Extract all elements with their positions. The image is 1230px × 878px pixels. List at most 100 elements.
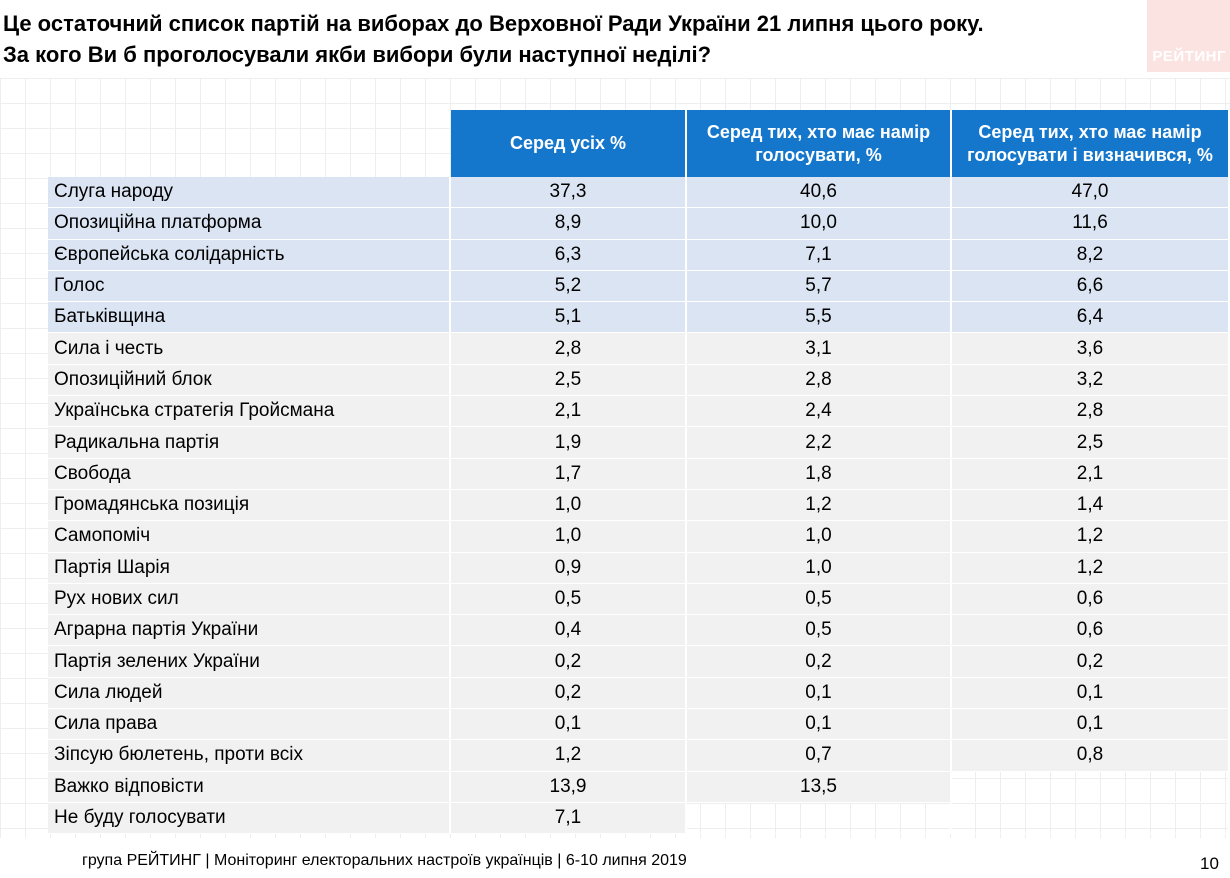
value-cell: 0,1 [687,677,952,710]
value-cell: 13,9 [451,771,687,803]
value-cell: 8,2 [952,239,1230,271]
value-cell: 0,7 [687,740,952,772]
value-cell: 6,6 [952,270,1230,303]
value-cell: 1,0 [451,489,687,522]
table-row: Самопоміч 1,0 1,0 1,2 [48,521,1230,553]
party-name: Аграрна партія України [48,615,451,647]
party-name: Батьківщина [48,302,451,334]
footer-text: група РЕЙТИНГ | Моніторинг електоральних… [82,852,687,869]
value-cell: 2,5 [451,364,687,397]
rating-logo: РЕЙТИНГ [1147,0,1230,72]
value-cell: 2,1 [952,458,1230,490]
value-cell: 2,5 [952,427,1230,459]
slide-title: Це остаточний список партій на виборах д… [3,8,1133,70]
value-cell: 37,3 [451,177,687,209]
value-cell: 1,2 [952,521,1230,553]
value-cell: 40,6 [687,177,952,209]
header-intend-to-vote: Серед тих, хто має намір голосувати, % [687,110,952,177]
value-cell: 2,8 [687,364,952,397]
header-all: Серед усіх % [451,110,687,177]
empty-cell [687,802,952,835]
party-name: Партія зелених України [48,646,451,678]
party-name: Українська стратегія Гройсмана [48,396,451,428]
party-name: Громадянська позиція [48,489,451,522]
party-name: Важко відповісти [48,771,451,803]
value-cell: 0,4 [451,615,687,647]
value-cell: 1,9 [451,427,687,459]
table-row: Сила і честь 2,8 3,1 3,6 [48,333,1230,365]
party-name: Радикальна партія [48,427,451,459]
party-name: Партія Шарія [48,552,451,584]
page-number: 10 [1200,854,1219,873]
value-cell: 5,7 [687,270,952,303]
table-row: Слуга народу 37,3 40,6 47,0 [48,177,1230,209]
value-cell: 1,2 [687,489,952,522]
header-empty-cell [48,110,451,177]
table-body: Слуга народу 37,3 40,6 47,0 Опозиційна платф… [48,177,1230,835]
party-name: Сила і честь [48,333,451,365]
value-cell: 5,1 [451,302,687,334]
value-cell: 0,9 [451,552,687,584]
table-row: Європейська солідарність 6,3 7,1 8,2 [48,239,1230,271]
value-cell: 0,2 [451,677,687,710]
value-cell: 7,1 [687,239,952,271]
value-cell: 1,0 [451,521,687,553]
value-cell: 2,8 [952,396,1230,428]
table-row: Опозиційний блок 2,5 2,8 3,2 [48,364,1230,397]
header-decided: Серед тих, хто має намір голосувати і ви… [952,110,1230,177]
value-cell: 0,5 [687,615,952,647]
table-row: Голос 5,2 5,7 6,6 [48,270,1230,303]
party-name: Не буду голосувати [48,802,451,835]
table-row: Свобода 1,7 1,8 2,1 [48,458,1230,490]
value-cell: 0,5 [687,583,952,616]
value-cell: 3,1 [687,333,952,365]
table-row: Українська стратегія Гройсмана 2,1 2,4 2,8 [48,396,1230,428]
value-cell: 0,1 [451,709,687,741]
value-cell: 10,0 [687,208,952,240]
party-name: Сила людей [48,677,451,710]
party-name: Рух нових сил [48,583,451,616]
table-row: Батьківщина 5,1 5,5 6,4 [48,302,1230,334]
party-name: Європейська солідарність [48,239,451,271]
value-cell: 5,5 [687,302,952,334]
table-row: Аграрна партія України 0,4 0,5 0,6 [48,615,1230,647]
party-name: Опозиційний блок [48,364,451,397]
value-cell: 1,8 [687,458,952,490]
value-cell: 8,9 [451,208,687,240]
value-cell: 0,6 [952,615,1230,647]
value-cell: 0,2 [451,646,687,678]
empty-cell [952,802,1230,835]
value-cell: 1,0 [687,521,952,553]
table-row: Сила людей 0,2 0,1 0,1 [48,677,1230,710]
value-cell: 0,1 [687,709,952,741]
table-row: Партія Шарія 0,9 1,0 1,2 [48,552,1230,584]
value-cell: 0,8 [952,740,1230,772]
value-cell: 2,1 [451,396,687,428]
value-cell: 1,0 [687,552,952,584]
party-name: Сила права [48,709,451,741]
value-cell: 47,0 [952,177,1230,209]
title-line-1: Це остаточний список партій на виборах д… [3,11,984,36]
value-cell: 3,2 [952,364,1230,397]
value-cell: 3,6 [952,333,1230,365]
results-table: Серед усіх % Серед тих, хто має намір го… [48,110,1230,835]
value-cell: 7,1 [451,802,687,835]
title-line-2: За кого Ви б проголосували якби вибори б… [3,42,712,67]
value-cell: 5,2 [451,270,687,303]
party-name: Свобода [48,458,451,490]
value-cell: 6,3 [451,239,687,271]
value-cell: 1,2 [952,552,1230,584]
table-header-row: Серед усіх % Серед тих, хто має намір го… [48,110,1230,177]
table-row: Не буду голосувати 7,1 [48,802,1230,835]
table-row: Партія зелених України 0,2 0,2 0,2 [48,646,1230,678]
table-row: Опозиційна платформа 8,9 10,0 11,6 [48,208,1230,240]
table-row: Рух нових сил 0,5 0,5 0,6 [48,583,1230,616]
value-cell: 0,5 [451,583,687,616]
value-cell: 1,7 [451,458,687,490]
table-row: Важко відповісти 13,9 13,5 [48,771,1230,803]
party-name: Самопоміч [48,521,451,553]
value-cell: 2,8 [451,333,687,365]
value-cell: 0,6 [952,583,1230,616]
logo-text: РЕЙТИНГ [1152,48,1226,65]
table-row: Сила права 0,1 0,1 0,1 [48,709,1230,741]
